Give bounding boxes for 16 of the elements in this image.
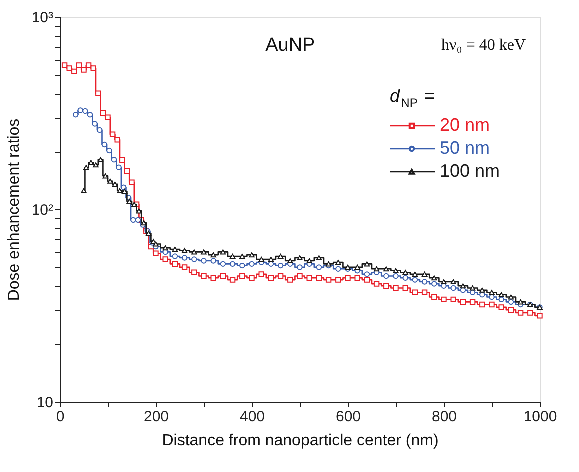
y-axis-title: Dose enhancement ratios xyxy=(6,118,23,302)
x-tick-label: 1000 xyxy=(524,408,558,426)
y-tick-label: 10³ xyxy=(32,10,54,26)
x-tick-label: 600 xyxy=(336,408,362,426)
legend-label: 100 nm xyxy=(440,161,500,181)
x-tick-label: 800 xyxy=(432,408,458,426)
x-axis-title: Distance from nanoparticle center (nm) xyxy=(162,432,439,450)
x-tick-label: 400 xyxy=(240,408,266,426)
y-tick-label: 10 xyxy=(36,394,54,412)
legend-label: 50 nm xyxy=(440,138,490,158)
annotation: AuNP xyxy=(266,35,316,56)
legend-label: 20 nm xyxy=(440,115,490,135)
x-tick-label: 200 xyxy=(144,408,170,426)
x-tick-label: 0 xyxy=(56,408,65,426)
y-tick-label: 10² xyxy=(32,202,54,219)
annotation: hν₀ = 40 keV xyxy=(442,37,526,54)
